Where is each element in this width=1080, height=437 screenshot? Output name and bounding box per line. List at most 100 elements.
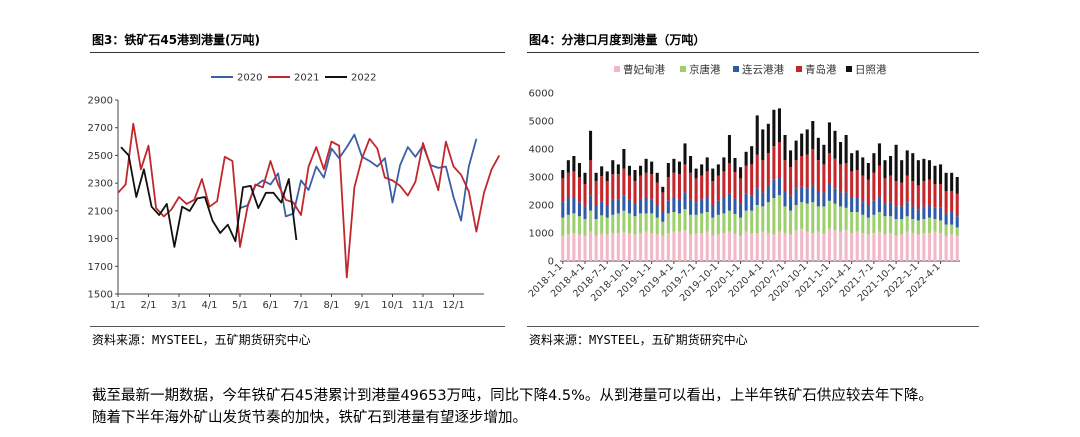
right-bar-segment bbox=[950, 212, 954, 225]
right-bar-segment bbox=[905, 216, 909, 232]
right-bar-segment bbox=[672, 212, 676, 232]
right-y-tick-label: 3000 bbox=[529, 173, 554, 184]
right-bar-segment bbox=[761, 129, 765, 161]
right-bar-segment bbox=[583, 184, 587, 207]
right-bar-segment bbox=[927, 217, 931, 233]
right-bar-segment bbox=[627, 175, 631, 200]
right-bar-segment bbox=[833, 203, 837, 231]
right-bar-segment bbox=[939, 184, 943, 208]
right-bar-segment bbox=[683, 164, 687, 193]
right-bar-segment bbox=[866, 179, 870, 205]
right-bar-segment bbox=[722, 171, 726, 198]
right-bar-segment bbox=[733, 198, 737, 214]
right-bar-segment bbox=[916, 160, 920, 186]
right-legend-label: 日照港 bbox=[855, 64, 887, 76]
right-legend-label: 青岛港 bbox=[805, 63, 837, 76]
right-bar-segment bbox=[855, 170, 859, 198]
left-source-text: 资料来源：MYSTEEL，五矿期货研究中心 bbox=[92, 333, 311, 347]
right-bar-segment bbox=[694, 233, 698, 261]
right-bar-segment bbox=[766, 123, 770, 154]
left-chart-title: 图3：铁矿石45港到港量(万吨) bbox=[92, 33, 261, 47]
right-legend-swatch bbox=[680, 66, 686, 72]
right-bar-segment bbox=[761, 192, 765, 207]
right-bar-segment bbox=[689, 156, 693, 173]
right-bar-segment bbox=[939, 164, 943, 184]
right-bar-segment bbox=[816, 231, 820, 261]
right-bar-segment bbox=[933, 184, 937, 208]
right-bar-segment bbox=[661, 212, 665, 222]
right-legend-label: 京唐港 bbox=[689, 63, 721, 76]
right-bar-segment bbox=[833, 130, 837, 159]
right-bar-segment bbox=[916, 234, 920, 261]
right-bar-segment bbox=[611, 174, 615, 200]
right-bar-segment bbox=[916, 220, 920, 235]
right-bar-segment bbox=[816, 160, 820, 191]
right-bar-segment bbox=[744, 165, 748, 194]
right-bar-segment bbox=[716, 175, 720, 201]
right-bar-segment bbox=[855, 150, 859, 170]
right-legend-swatch bbox=[733, 66, 739, 72]
right-bar-segment bbox=[594, 172, 598, 182]
left-x-tick-label: 9/1 bbox=[354, 300, 370, 311]
right-bar-segment bbox=[705, 198, 709, 212]
right-bar-segment bbox=[694, 202, 698, 215]
right-bar-segment bbox=[761, 231, 765, 261]
right-bar-segment bbox=[811, 121, 815, 149]
right-bar-segment bbox=[772, 198, 776, 235]
right-bar-segment bbox=[894, 235, 898, 261]
left-x-tick-label: 11/1 bbox=[412, 300, 434, 311]
right-bar-segment bbox=[711, 217, 715, 236]
right-bar-segment bbox=[794, 160, 798, 189]
right-bar-segment bbox=[755, 205, 759, 233]
right-bar-segment bbox=[727, 210, 731, 232]
right-bar-segment bbox=[827, 184, 831, 201]
right-bar-segment bbox=[566, 160, 570, 173]
right-chart-title: 图4：分港口月度到港量（万吨） bbox=[529, 33, 706, 47]
right-bar-segment bbox=[939, 207, 943, 221]
right-bar-segment bbox=[805, 154, 809, 189]
right-bar-segment bbox=[805, 203, 809, 232]
right-bar-segment bbox=[889, 202, 893, 217]
right-bar-segment bbox=[922, 206, 926, 219]
right-bar-segment bbox=[911, 233, 915, 261]
right-bar-segment bbox=[616, 199, 620, 214]
right-bar-segment bbox=[605, 234, 609, 261]
right-legend-label: 曹妃甸港 bbox=[623, 63, 665, 76]
right-bar-segment bbox=[589, 160, 593, 196]
right-bar-segment bbox=[866, 217, 870, 235]
right-bar-segment bbox=[822, 144, 826, 165]
right-bar-segment bbox=[883, 178, 887, 204]
right-bar-segment bbox=[783, 160, 787, 191]
right-y-tick-label: 6000 bbox=[529, 89, 554, 100]
right-bar-segment bbox=[822, 206, 826, 233]
right-bar-segment bbox=[700, 233, 704, 261]
right-bar-segment bbox=[644, 198, 648, 214]
right-bar-segment bbox=[705, 231, 709, 261]
right-bar-segment bbox=[789, 195, 793, 211]
right-bar-segment bbox=[622, 168, 626, 196]
right-bar-segment bbox=[589, 195, 593, 211]
right-bar-segment bbox=[783, 206, 787, 233]
right-bar-segment bbox=[589, 130, 593, 161]
right-bar-segment bbox=[594, 235, 598, 261]
right-bar-segment bbox=[872, 214, 876, 233]
right-bar-segment bbox=[783, 135, 787, 161]
right-bar-segment bbox=[755, 233, 759, 261]
right-stacked-bar-chart: 0 1000 2000 3000 4000 5000 6000 曹妃甸港 京唐港 连云港港 青岛港 日… bbox=[527, 63, 960, 304]
right-bar-segment bbox=[739, 167, 743, 179]
right-bar-segment bbox=[666, 163, 670, 177]
right-bar-segment bbox=[750, 233, 754, 261]
right-bar-segment bbox=[950, 234, 954, 261]
right-bar-segment bbox=[794, 230, 798, 261]
right-bar-segment bbox=[583, 235, 587, 261]
right-bar-segment bbox=[744, 231, 748, 261]
right-bar-segment bbox=[922, 158, 926, 182]
right-bar-segment bbox=[750, 164, 754, 196]
right-bar-segment bbox=[761, 206, 765, 232]
right-bar-segment bbox=[777, 108, 781, 142]
left-y-tick-label: 2300 bbox=[88, 179, 113, 190]
right-bar-segment bbox=[861, 233, 865, 261]
right-bar-segment bbox=[833, 230, 837, 261]
right-bar-segment bbox=[933, 207, 937, 219]
right-bar-segment bbox=[850, 233, 854, 261]
